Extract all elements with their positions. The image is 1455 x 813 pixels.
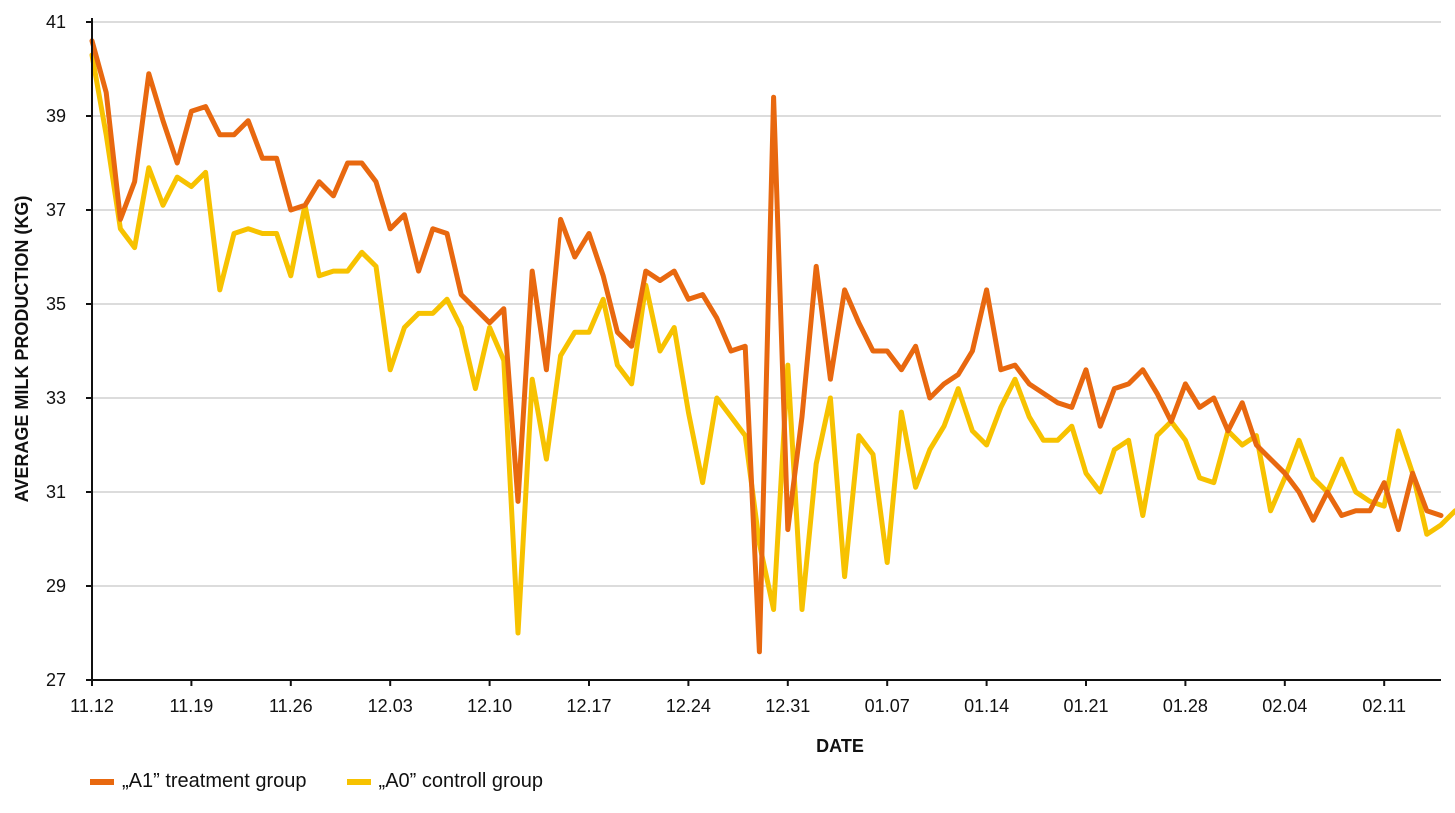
x-tick-label: 11.12 (70, 696, 114, 716)
legend-item-a0: „A0” controll group (346, 770, 544, 793)
y-tick-label: 31 (46, 482, 66, 502)
x-tick-label: 02.04 (1262, 696, 1307, 716)
x-tick-label: 01.14 (964, 696, 1009, 716)
x-tick-label: 02.11 (1362, 696, 1406, 716)
y-tick-label: 29 (46, 576, 66, 596)
legend-item-a1: „A1” treatment group (90, 770, 307, 793)
x-tick-label: 11.19 (170, 696, 214, 716)
x-tick-label: 12.03 (368, 696, 413, 716)
legend-label-a1: „A1” treatment group (122, 770, 307, 792)
legend-swatch-a1 (90, 778, 114, 785)
series-lines (89, 38, 1455, 655)
x-tick-label: 01.21 (1063, 696, 1108, 716)
legend-swatch-a0 (346, 778, 371, 785)
x-tick-label: 12.17 (566, 696, 611, 716)
x-axis-title: DATE (816, 736, 864, 756)
series-a1-line (89, 38, 1444, 655)
x-tick-label: 12.31 (765, 696, 810, 716)
x-tick-label: 01.07 (865, 696, 910, 716)
x-tick-label: 12.24 (666, 696, 711, 716)
y-axis-ticks: 27 29 31 33 35 37 39 41 (46, 12, 92, 690)
y-tick-label: 37 (46, 200, 66, 220)
y-tick-label: 35 (46, 294, 66, 314)
legend-label-a0: „A0” controll group (378, 770, 544, 792)
x-axis-ticks: 11.12 11.19 11.26 12.03 12.10 12.17 12.24 12.31… (70, 680, 1406, 716)
y-tick-label: 33 (46, 388, 66, 408)
legend: „A1” treatment group „A0” controll group (90, 770, 543, 793)
x-tick-label: 01.28 (1163, 696, 1208, 716)
x-tick-label: 12.10 (467, 696, 512, 716)
x-tick-label: 11.26 (269, 696, 313, 716)
y-tick-label: 41 (46, 12, 66, 32)
y-axis-title: AVERAGE MILK PRODUCTION (KG) (12, 196, 32, 503)
y-tick-label: 27 (46, 670, 66, 690)
y-tick-label: 39 (46, 106, 66, 126)
